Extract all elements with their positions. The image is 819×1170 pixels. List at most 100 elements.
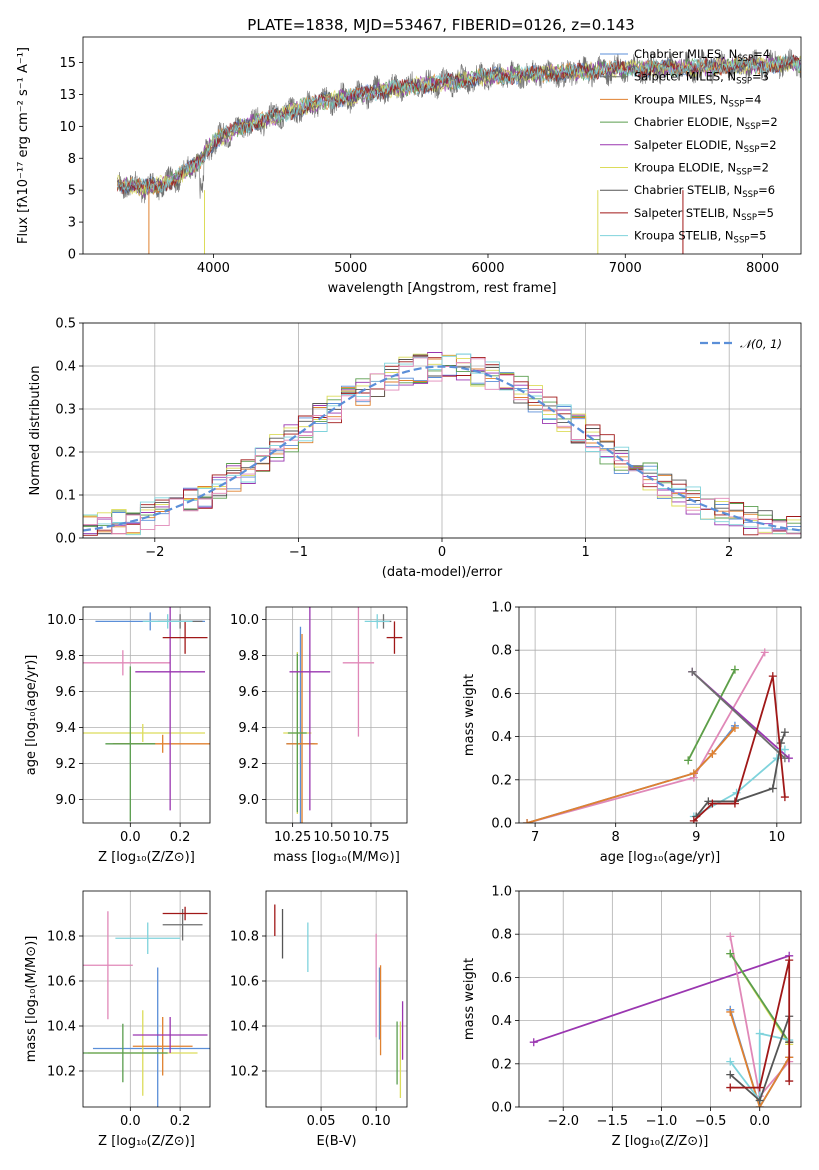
data-point-marker — [523, 819, 532, 823]
y-axis-label: Normed distribution — [28, 366, 43, 496]
y-tick-label: 0.3 — [55, 403, 76, 418]
legend-entry-sub: SSP — [729, 99, 745, 109]
data-point-marker — [688, 667, 697, 676]
data-point-marker — [785, 1077, 794, 1086]
axes-frame — [82, 322, 802, 539]
axes-frame — [518, 606, 802, 824]
y-tick-label: 0.6 — [491, 971, 512, 986]
y-tick-label: 10.2 — [47, 1065, 76, 1080]
normal-distribution-curve — [83, 365, 801, 532]
y-tick-label: 10.8 — [230, 930, 259, 945]
legend-entry-count: =6 — [758, 183, 775, 197]
panel-spectrum: 4000 5000 6000 7000 8000 0 3 5 8 10 13 15 wavelength… — [16, 36, 802, 296]
x-tick-label: 8000 — [746, 261, 779, 276]
y-tick-label: 0.0 — [491, 1101, 512, 1116]
axes-frame — [265, 890, 408, 1108]
mass-weight-series — [729, 953, 790, 1043]
y-tick-label: 10 — [59, 120, 76, 135]
data-point-marker — [708, 749, 717, 758]
x-tick-label: −1 — [289, 545, 308, 560]
legend-entry-name: Kroupa MILES, N — [634, 92, 729, 106]
data-point-marker — [755, 1029, 764, 1038]
x-tick-label: 0.05 — [307, 1114, 336, 1129]
axes-frame — [82, 606, 211, 824]
x-tick-label: 10.50 — [313, 830, 350, 845]
legend-entry-name: Kroupa STELIB, N — [634, 229, 734, 243]
data-point-marker — [785, 956, 794, 965]
data-point-marker — [726, 1057, 735, 1066]
x-tick-label: −0.5 — [695, 1114, 727, 1129]
y-tick-label: 9.0 — [238, 793, 259, 808]
data-point-marker — [755, 1083, 764, 1092]
legend-entry: Chabrier MILES, NSSP=4 — [634, 47, 770, 64]
axes-frame — [82, 890, 211, 1108]
y-tick-label: 10.4 — [230, 1020, 259, 1035]
legend-entry-sub: SSP — [736, 77, 752, 87]
mass-weight-series — [691, 671, 786, 759]
x-tick-label: 10 — [769, 830, 786, 845]
x-axis-label: Z [log₁₀(Z/Z⊙)] — [98, 850, 195, 865]
y-tick-label: 10.2 — [230, 1065, 259, 1080]
data-point-marker — [684, 756, 693, 765]
panel-weight-vs-age: 7 8 9 10 0.0 0.2 0.4 0.6 0.8 1.0 age [log₁₀(age/yr… — [462, 601, 802, 865]
x-tick-label: 0.0 — [120, 1114, 141, 1129]
legend-entry-name: Kroupa ELODIE, N — [634, 161, 736, 175]
legend-entry-sub: SSP — [741, 213, 757, 223]
legend-entry-sub: SSP — [737, 54, 753, 64]
mass-weight-series — [729, 1032, 790, 1104]
legend-entry-count: =5 — [749, 229, 766, 243]
axes-frame — [518, 890, 802, 1108]
plot-area — [83, 352, 801, 538]
y-tick-label: 0.8 — [491, 644, 512, 659]
y-axis-label: mass weight — [462, 958, 477, 1040]
x-tick-label: −2.0 — [547, 1114, 579, 1129]
axes-frame — [265, 606, 408, 824]
y-tick-label: 1.0 — [491, 601, 512, 616]
y-tick-label: 0.6 — [491, 687, 512, 702]
y-tick-label: 9.8 — [55, 649, 76, 664]
data-point-marker — [726, 949, 735, 958]
legend-entry-count: =3 — [752, 70, 769, 84]
model-spectrum-line — [116, 53, 801, 194]
spectrum-title: PLATE=1838, MJD=53467, FIBERID=0126, z=0… — [247, 16, 634, 34]
x-axis-label: Z [log₁₀(Z/Z⊙)] — [98, 1134, 195, 1149]
y-tick-label: 0.4 — [491, 1014, 512, 1029]
y-tick-label: 10.0 — [230, 613, 259, 628]
y-tick-label: 9.4 — [238, 721, 259, 736]
plot-area — [523, 648, 793, 823]
x-axis-label: wavelength [Angstrom, rest frame] — [328, 281, 557, 296]
data-point-marker — [689, 816, 698, 823]
plot-area — [116, 48, 801, 254]
x-tick-label: 0.2 — [170, 1114, 191, 1129]
y-tick-label: 0.1 — [55, 489, 76, 504]
legend-entry-count: =2 — [761, 115, 778, 129]
plot-area — [274, 904, 404, 1098]
x-tick-label: 1 — [581, 545, 589, 560]
data-point-marker — [529, 1038, 538, 1047]
y-tick-label: 8 — [68, 152, 76, 167]
legend-entry-name: Chabrier MILES, N — [634, 47, 737, 61]
panel-age-vs-Z: 0.0 0.2 9.0 9.2 9.4 9.6 9.8 10.0 Z [log₁₀(Z/Z⊙)]… — [24, 606, 211, 865]
y-tick-label: 10.0 — [47, 613, 76, 628]
legend-entry: Salpeter STELIB, NSSP=5 — [634, 206, 774, 223]
data-point-marker — [776, 739, 785, 748]
mass-weight-series — [695, 731, 786, 818]
mass-weight-series — [730, 959, 791, 1089]
y-tick-label: 9.6 — [55, 685, 76, 700]
y-tick-label: 15 — [59, 56, 76, 71]
y-tick-label: 13 — [59, 88, 76, 103]
x-tick-label: 10.75 — [352, 830, 389, 845]
panel-mass-vs-Z: 0.0 0.2 10.2 10.4 10.6 10.8 Z [log₁₀(Z/Z⊙)] mas… — [24, 890, 211, 1149]
legend-entry: Salpeter MILES, NSSP=3 — [634, 70, 769, 87]
data-point-marker — [726, 1007, 735, 1016]
legend-entry-count: =4 — [753, 47, 770, 61]
legend-entry-count: =2 — [752, 161, 769, 175]
x-tick-label: 7 — [531, 830, 539, 845]
x-tick-label: 0.0 — [749, 1114, 770, 1129]
plot-area — [83, 906, 210, 1107]
legend-entry-sub: SSP — [742, 190, 758, 200]
x-tick-label: 4000 — [197, 261, 230, 276]
mass-weight-series — [533, 954, 790, 1044]
